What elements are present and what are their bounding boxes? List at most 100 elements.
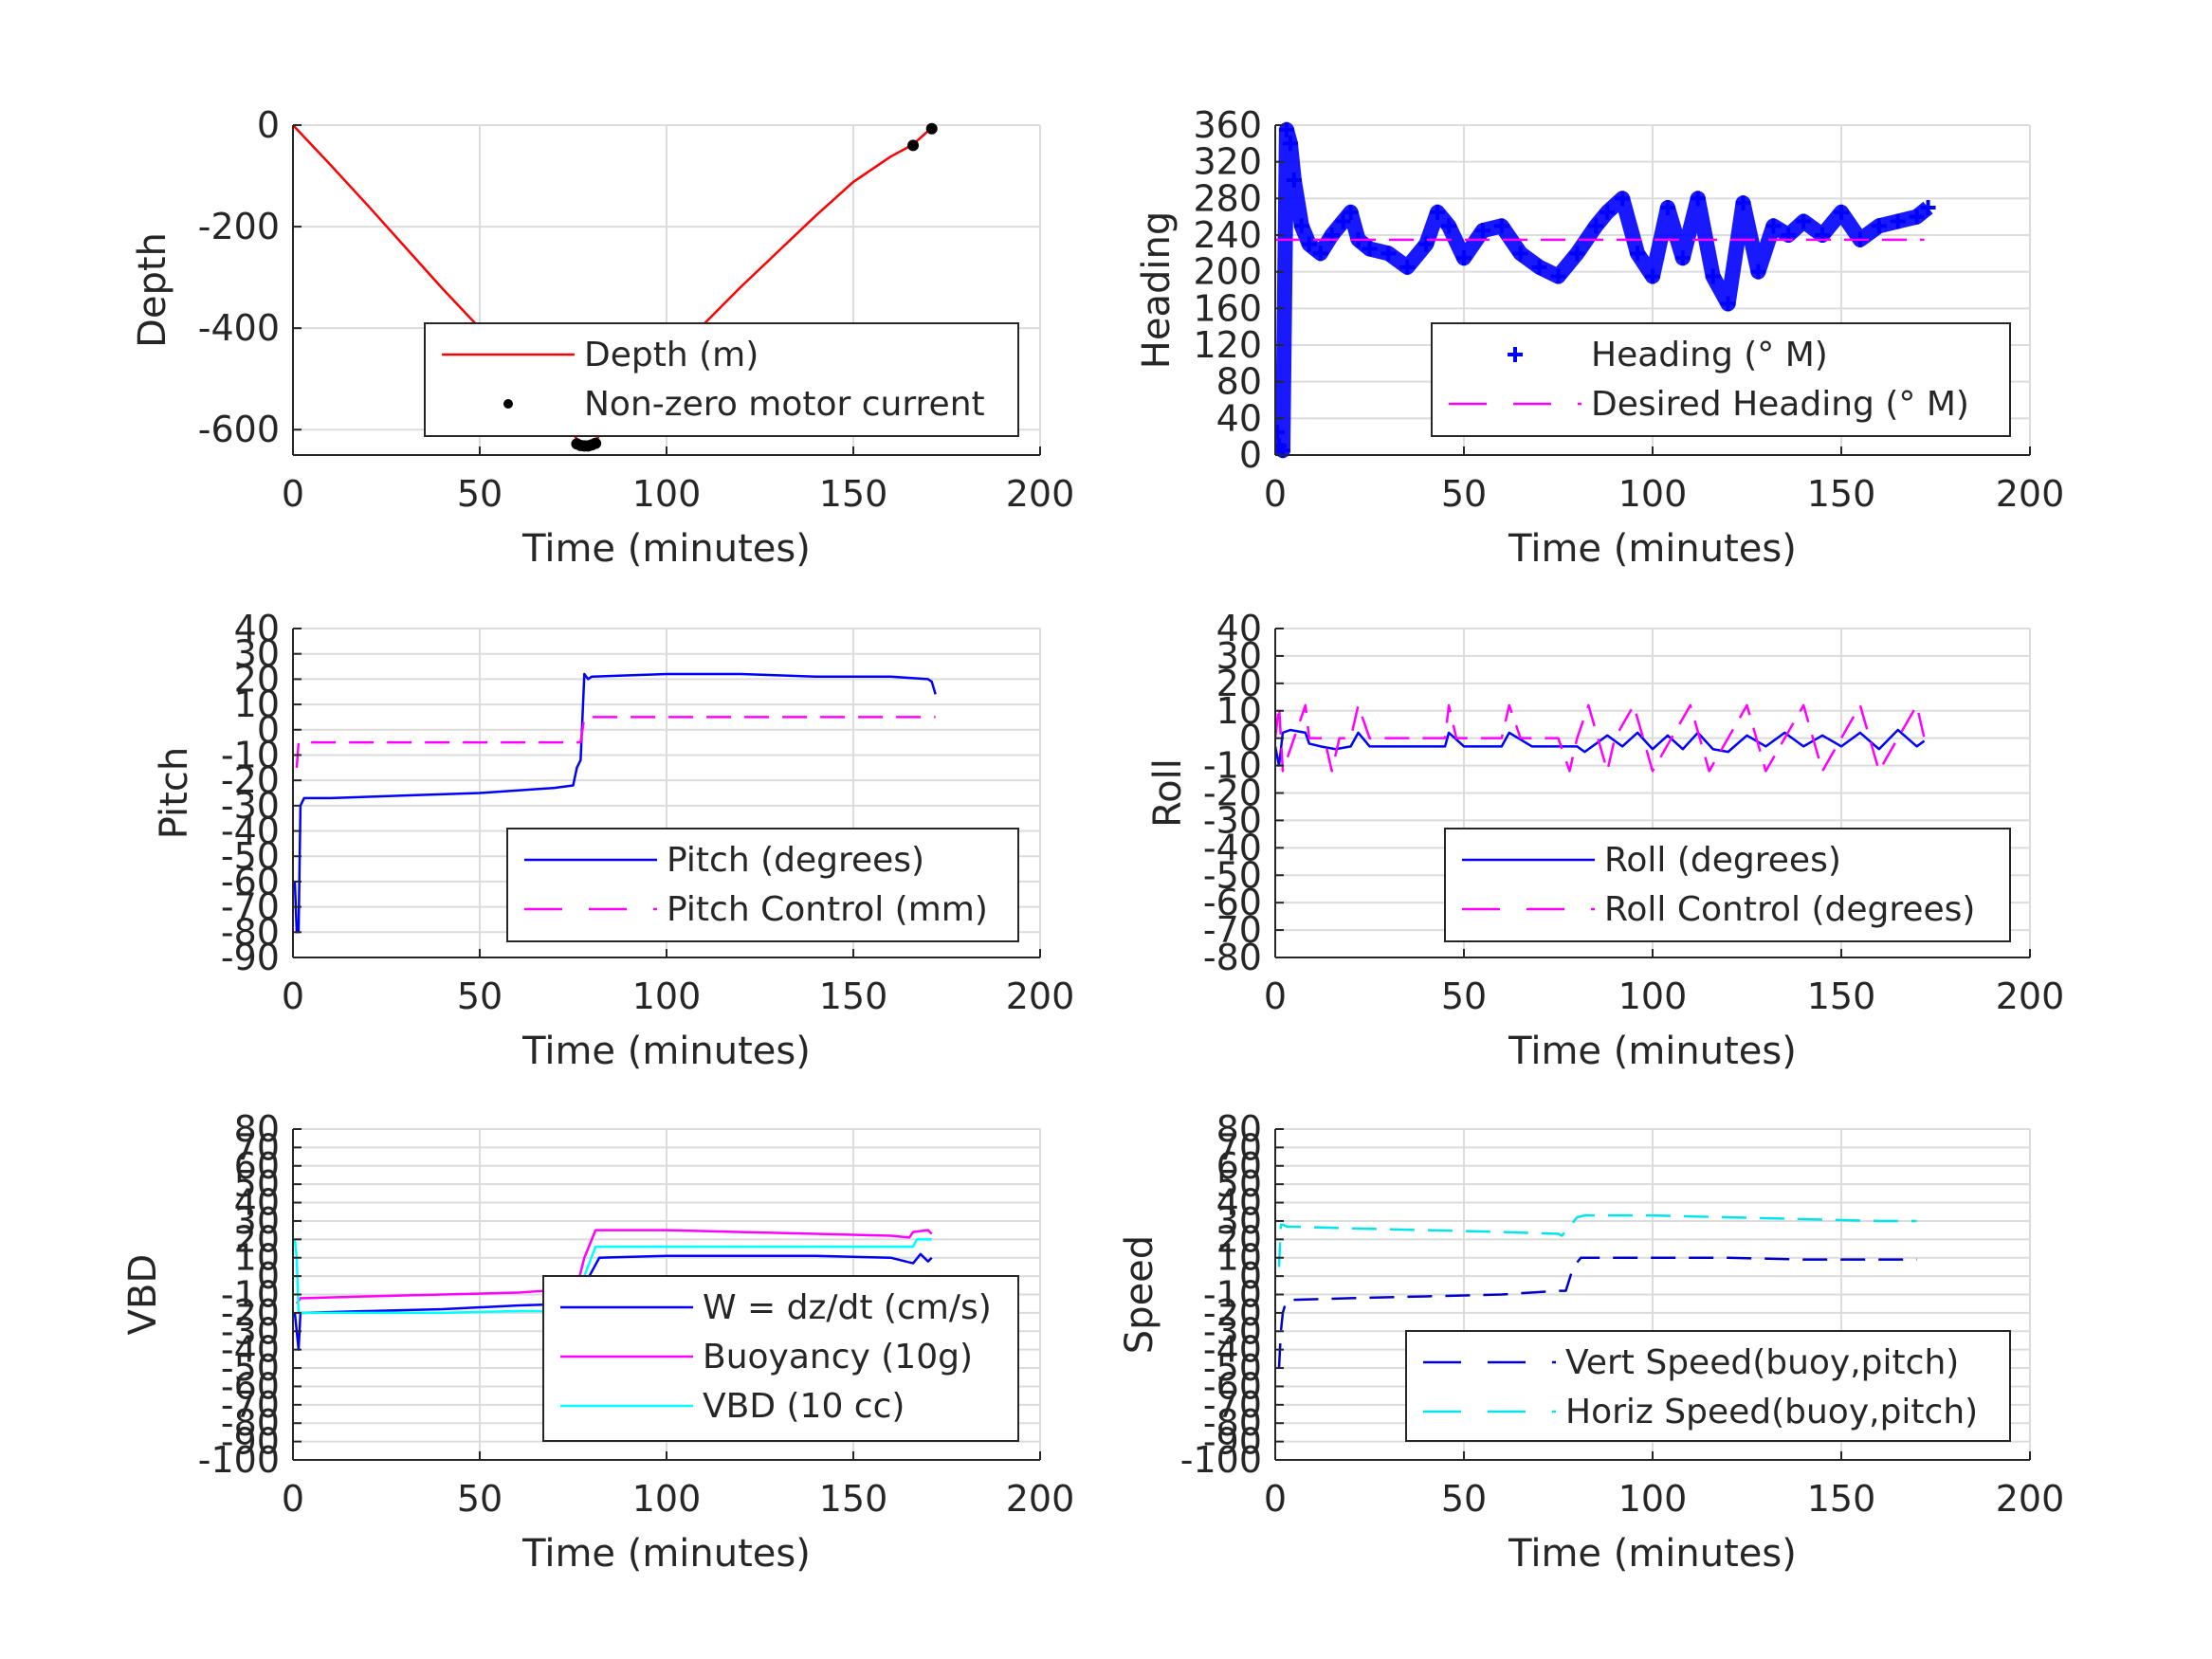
legend: Heading (° M) Desired Heading (° M) (1431, 322, 2011, 437)
x-tick-label: 50 (1441, 975, 1487, 1017)
subplot-4: 0 50 100 150 200403020100-10-20-30-40-50-60-… (1146, 608, 2064, 1073)
plus-marker (1550, 268, 1566, 284)
x-tick-label: 150 (819, 975, 888, 1017)
y-tick-label: -60 (221, 861, 280, 902)
y-tick-label: 40 (1216, 397, 1262, 439)
y-tick-label: 40 (1216, 1182, 1262, 1224)
plus-marker (1301, 236, 1317, 252)
y-axis-label: VBD (121, 1254, 165, 1336)
legend-box (506, 828, 1019, 942)
y-tick-label: -20 (221, 759, 280, 801)
plus-marker (1600, 204, 1616, 220)
y-axis-label: Roll (1146, 758, 1190, 828)
y-tick-label: -40 (1203, 1329, 1262, 1371)
series-2 (295, 1229, 933, 1304)
y-tick-label: -40 (1203, 827, 1262, 868)
series-line (1277, 1256, 1917, 1369)
legend-label: Roll Control (degrees) (1604, 890, 1975, 929)
series-line (1275, 728, 1926, 767)
y-tick-label: -10 (1203, 745, 1262, 787)
y-tick-label: 80 (234, 1108, 280, 1150)
plus-marker (1312, 246, 1328, 262)
y-tick-label: 0 (257, 1255, 280, 1297)
y-tick-label: 0 (1239, 434, 1262, 476)
series-1 (1277, 1256, 1917, 1369)
y-tick-label: -400 (198, 307, 280, 349)
y-tick-label: 0 (1239, 718, 1262, 759)
legend-box (424, 322, 1019, 437)
subplot-2: 0 50 100 150 20004080120160200240280320360Ti… (1135, 104, 2064, 571)
y-tick-label: -70 (221, 886, 280, 928)
y-tick-label: -80 (1203, 1402, 1262, 1444)
y-tick-label: 50 (1216, 1163, 1262, 1205)
x-tick-label: 50 (457, 473, 503, 515)
y-tick-label: -70 (221, 1384, 280, 1426)
y-tick-label: -10 (221, 1274, 280, 1316)
y-axis-label: Depth (131, 232, 174, 348)
y-tick-label: 10 (1216, 1237, 1262, 1279)
x-tick-label: 200 (1006, 975, 1075, 1017)
plus-marker (1275, 424, 1285, 440)
y-axis-label: Heading (1135, 211, 1179, 369)
y-tick-label: -70 (1203, 909, 1262, 951)
series-line (293, 672, 937, 934)
x-tick-label: 0 (1264, 473, 1287, 515)
plus-marker (1399, 259, 1416, 275)
x-tick-label: 200 (1006, 473, 1075, 515)
plus-marker (1909, 209, 1925, 225)
plus-marker (1705, 268, 1721, 284)
plus-marker (1659, 200, 1675, 215)
y-tick-label: 40 (234, 1182, 280, 1224)
series-1 (1275, 728, 1926, 767)
y-tick-label: 20 (234, 1218, 280, 1260)
x-tick-label: 200 (1996, 975, 2065, 1017)
y-tick-label: 0 (257, 104, 280, 146)
y-tick-label: 320 (1193, 141, 1262, 183)
x-tick-label: 0 (1264, 975, 1287, 1017)
legend-label: Horiz Speed(buoy,pitch) (1565, 1393, 1978, 1431)
x-tick-label: 50 (457, 975, 503, 1017)
y-tick-label: 20 (1216, 1218, 1262, 1260)
x-tick-label: 50 (1441, 473, 1487, 515)
x-tick-label: 150 (1807, 1478, 1876, 1520)
data-point (907, 139, 920, 152)
y-tick-label: -30 (1203, 1310, 1262, 1352)
plus-marker (1493, 218, 1509, 234)
legend: W = dz/dt (cm/s) Buoyancy (10g) VBD (10 cc… (542, 1275, 1019, 1442)
legend-box (1444, 828, 2011, 942)
plus-marker (1282, 136, 1298, 152)
y-tick-label: -20 (1203, 1292, 1262, 1334)
y-tick-label: 30 (234, 1200, 280, 1242)
y-tick-label: -50 (1203, 1347, 1262, 1389)
y-tick-label: -80 (1203, 937, 1262, 978)
series-1 (293, 672, 937, 934)
plus-marker (1750, 264, 1766, 280)
y-tick-label: 10 (234, 684, 280, 725)
series-line (1277, 1213, 1917, 1267)
y-tick-label: -70 (1203, 1384, 1262, 1426)
plus-marker (1690, 191, 1706, 207)
y-tick-label: -10 (221, 734, 280, 775)
x-tick-label: 50 (457, 1478, 503, 1520)
subplot-3: 0 50 100 150 200403020100-10-20-30-40-50-60-… (153, 608, 1074, 1073)
legend-label: Non-zero motor current (584, 385, 985, 424)
plus-marker (1920, 200, 1936, 215)
y-tick-label: 120 (1193, 324, 1262, 366)
y-tick-label: 50 (234, 1163, 280, 1205)
legend: Depth (m) Non-zero motor current (424, 322, 1019, 437)
plus-marker (1430, 204, 1446, 220)
plus-marker (1286, 173, 1302, 188)
x-axis-label: Time (minutes) (1508, 1532, 1797, 1576)
y-tick-label: 30 (1216, 1200, 1262, 1242)
x-tick-label: 100 (1618, 1478, 1688, 1520)
plus-marker (1512, 246, 1528, 262)
plus-marker (1441, 218, 1457, 234)
x-tick-label: 0 (282, 1478, 304, 1520)
legend-marker (503, 399, 513, 409)
y-tick-label: -100 (1180, 1439, 1262, 1481)
y-tick-label: 40 (234, 608, 280, 649)
y-tick-label: -30 (221, 785, 280, 827)
plus-marker (1735, 195, 1751, 211)
legend-label: Roll (degrees) (1604, 841, 1841, 880)
y-tick-label: -30 (1203, 799, 1262, 841)
